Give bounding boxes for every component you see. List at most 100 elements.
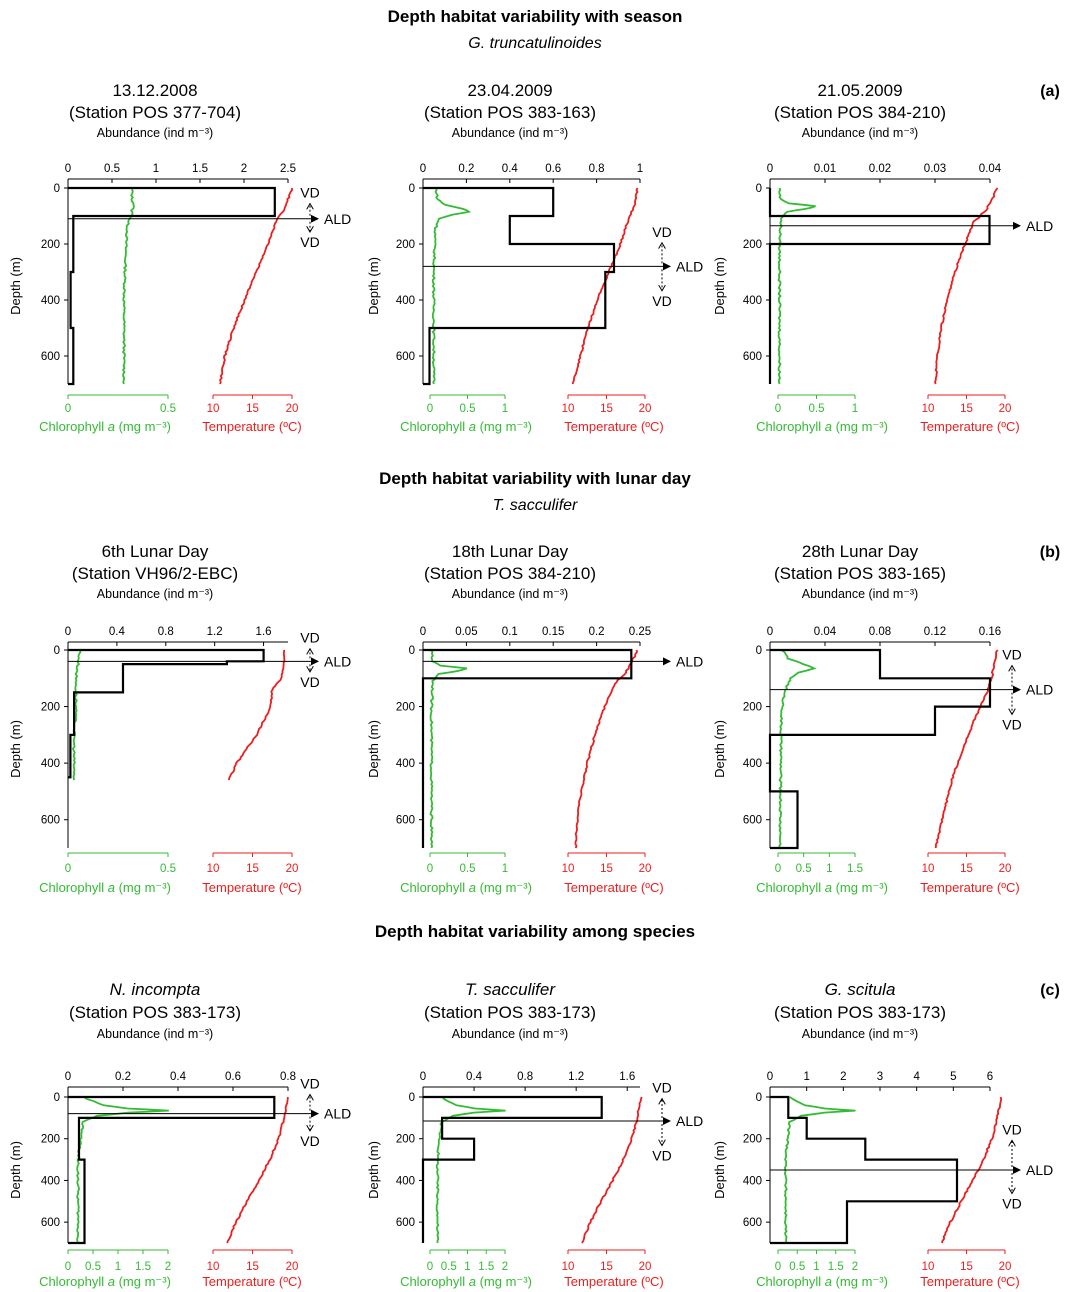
panel-subtitle: (Station POS 383-163) <box>424 103 596 122</box>
abundance-axis-label: Abundance (ind m⁻³) <box>802 587 918 601</box>
abundance-profile <box>68 186 276 386</box>
depth-tick-label: 600 <box>41 1217 60 1229</box>
chlorophyll-tick-label: 0.5 <box>160 403 176 415</box>
depth-axis-label: Depth (m) <box>712 720 727 778</box>
panel-a2: 23.04.2009 (Station POS 383-163) Abundance… <box>366 81 703 434</box>
ald-label: ALD <box>676 1113 703 1129</box>
depth-axis-label: Depth (m) <box>366 1141 381 1199</box>
abundance-tick-label: 6 <box>987 1071 993 1083</box>
abundance-tick-label: 0.01 <box>814 163 836 175</box>
temperature-profile <box>934 649 999 849</box>
depth-tick-label: 0 <box>54 645 60 657</box>
abundance-tick-label: 0.4 <box>502 163 519 175</box>
vd-label-top: VD <box>1002 1121 1021 1137</box>
chlorophyll-tick-label: 1.5 <box>135 1261 151 1273</box>
panel-title: T. sacculifer <box>465 980 556 999</box>
abundance-tick-label: 0.8 <box>158 626 174 638</box>
depth-tick-label: 600 <box>41 815 60 827</box>
depth-tick-label: 600 <box>743 1217 762 1229</box>
ald-label: ALD <box>324 653 351 669</box>
chlorophyll-axis-label: Chlorophyll a (mg m⁻³) <box>400 880 532 895</box>
abundance-tick-label: 0.6 <box>545 163 561 175</box>
ald-label: ALD <box>324 1106 351 1122</box>
section-subtitle: T. sacculifer <box>493 497 578 514</box>
temperature-profile <box>219 187 294 385</box>
abundance-profile <box>421 648 633 848</box>
panel-title: G. scitula <box>825 980 896 999</box>
abundance-profile <box>68 1095 276 1245</box>
abundance-tick-label: 1.5 <box>192 163 208 175</box>
abundance-tick-label: 0 <box>420 1071 426 1083</box>
temperature-axis-label: Temperature (ºC) <box>202 419 301 434</box>
abundance-tick-label: 0.12 <box>924 626 946 638</box>
abundance-tick-label: 2.5 <box>280 163 296 175</box>
chlorophyll-axis-label: Chlorophyll a (mg m⁻³) <box>39 419 171 434</box>
depth-tick-label: 600 <box>396 1217 415 1229</box>
panel-c3: G. scitula (Station POS 383-173) Abundance… <box>712 980 1060 1289</box>
depth-axis-label: Depth (m) <box>366 257 381 315</box>
abundance-axis-label: Abundance (ind m⁻³) <box>452 587 568 601</box>
depth-axis-label: Depth (m) <box>712 257 727 315</box>
abundance-axis-label: Abundance (ind m⁻³) <box>97 1027 213 1041</box>
depth-tick-label: 0 <box>409 1092 415 1104</box>
panel-title: 18th Lunar Day <box>452 542 569 561</box>
panel-subtitle: (Station POS 384-210) <box>424 564 596 583</box>
panel-subtitle: (Station POS 383-173) <box>424 1003 596 1022</box>
depth-tick-label: 200 <box>396 1134 415 1146</box>
chlorophyll-profile <box>71 649 82 781</box>
vd-label-top: VD <box>652 224 671 240</box>
chlorophyll-tick-label: 0.5 <box>460 863 476 875</box>
abundance-tick-label: 4 <box>913 1071 920 1083</box>
vd-label-bottom: VD <box>300 234 319 250</box>
depth-tick-label: 400 <box>743 295 762 307</box>
abundance-tick-label: 5 <box>950 1071 956 1083</box>
abundance-tick-label: 0.4 <box>109 626 126 638</box>
temperature-tick-label: 10 <box>562 863 575 875</box>
ald-label: ALD <box>676 653 703 669</box>
panel-title: 13.12.2008 <box>112 81 197 100</box>
chlorophyll-tick-label: 0.5 <box>809 403 825 415</box>
depth-tick-label: 400 <box>743 758 762 770</box>
vd-label-top: VD <box>652 1080 671 1096</box>
temperature-tick-label: 15 <box>246 403 259 415</box>
chlorophyll-profile <box>431 187 472 385</box>
chlorophyll-tick-label: 0 <box>427 863 433 875</box>
panel-subtitle: (Station POS 383-173) <box>69 1003 241 1022</box>
chlorophyll-tick-label: 0 <box>427 1261 433 1273</box>
depth-tick-label: 0 <box>409 645 415 657</box>
panel-title: 21.05.2009 <box>817 81 902 100</box>
chlorophyll-tick-label: 0.5 <box>160 863 176 875</box>
chlorophyll-tick-label: 0.5 <box>441 1261 457 1273</box>
chlorophyll-tick-label: 2 <box>852 1261 858 1273</box>
temperature-tick-label: 10 <box>562 403 575 415</box>
abundance-tick-label: 0.16 <box>979 626 1001 638</box>
chlorophyll-profile <box>777 187 816 385</box>
panel-title: 23.04.2009 <box>467 81 552 100</box>
chlorophyll-tick-label: 0 <box>775 863 781 875</box>
temperature-axis-label: Temperature (ºC) <box>202 1274 301 1289</box>
panel-title: 28th Lunar Day <box>802 542 919 561</box>
depth-tick-label: 0 <box>756 1092 762 1104</box>
vd-label-bottom: VD <box>1002 716 1021 732</box>
panel-subtitle: (Station VH96/2-EBC) <box>72 564 238 583</box>
depth-tick-label: 400 <box>41 295 60 307</box>
ald-label: ALD <box>676 258 703 274</box>
depth-tick-label: 400 <box>396 758 415 770</box>
abundance-axis-label: Abundance (ind m⁻³) <box>802 126 918 140</box>
temperature-axis-label: Temperature (ºC) <box>564 1274 663 1289</box>
depth-tick-label: 600 <box>396 815 415 827</box>
temperature-axis-label: Temperature (ºC) <box>564 419 663 434</box>
panel-subtitle: (Station POS 384-210) <box>774 103 946 122</box>
panel-c2: T. sacculifer (Station POS 383-173) Abunda… <box>366 980 703 1289</box>
chlorophyll-tick-label: 1 <box>464 1261 470 1273</box>
depth-tick-label: 0 <box>54 1092 60 1104</box>
chlorophyll-tick-label: 1.5 <box>478 1261 494 1273</box>
abundance-tick-label: 0 <box>65 626 71 638</box>
temperature-tick-label: 20 <box>999 1261 1012 1273</box>
depth-tick-label: 200 <box>743 239 762 251</box>
section-1: Depth habitat variability with season G. … <box>388 7 683 52</box>
temperature-profile <box>226 1096 289 1244</box>
temperature-axis-label: Temperature (ºC) <box>202 880 301 895</box>
abundance-tick-label: 0.8 <box>589 163 605 175</box>
